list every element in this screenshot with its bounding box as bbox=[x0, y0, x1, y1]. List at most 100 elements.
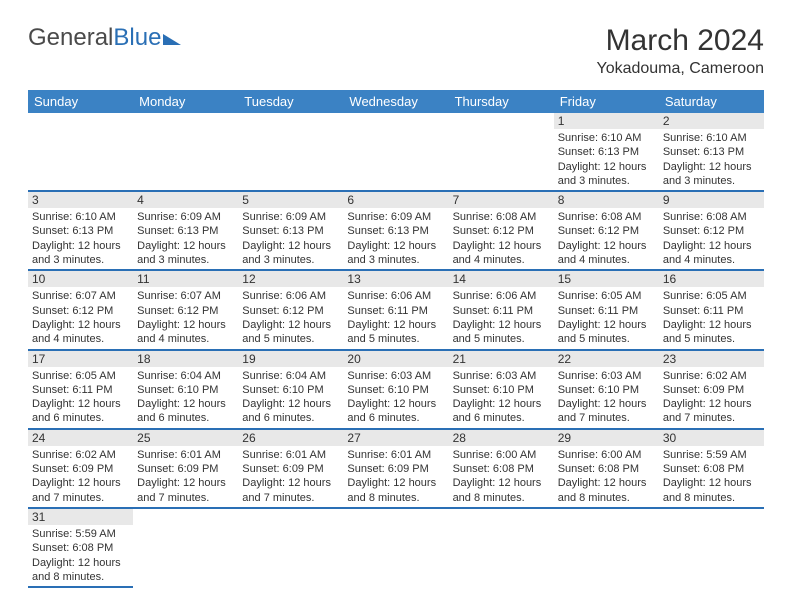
day-number bbox=[238, 113, 343, 129]
day-number bbox=[343, 113, 448, 129]
day-number: 7 bbox=[449, 192, 554, 208]
calendar-day-cell: 1Sunrise: 6:10 AM Sunset: 6:13 PM Daylig… bbox=[554, 113, 659, 191]
day-number: 3 bbox=[28, 192, 133, 208]
logo-text-1: General bbox=[28, 24, 113, 52]
page-title: March 2024 bbox=[596, 24, 764, 58]
day-details: Sunrise: 6:09 AM Sunset: 6:13 PM Dayligh… bbox=[238, 208, 343, 269]
calendar-page: GeneralBlue March 2024 Yokadouma, Camero… bbox=[0, 0, 792, 612]
day-details bbox=[133, 525, 238, 529]
day-details: Sunrise: 6:00 AM Sunset: 6:08 PM Dayligh… bbox=[449, 446, 554, 507]
calendar-week-row: 10Sunrise: 6:07 AM Sunset: 6:12 PM Dayli… bbox=[28, 270, 764, 349]
calendar-day-cell: 16Sunrise: 6:05 AM Sunset: 6:11 PM Dayli… bbox=[659, 270, 764, 349]
calendar-day-cell: 30Sunrise: 5:59 AM Sunset: 6:08 PM Dayli… bbox=[659, 429, 764, 508]
calendar-week-row: 17Sunrise: 6:05 AM Sunset: 6:11 PM Dayli… bbox=[28, 350, 764, 429]
calendar-day-cell: 20Sunrise: 6:03 AM Sunset: 6:10 PM Dayli… bbox=[343, 350, 448, 429]
day-number: 21 bbox=[449, 351, 554, 367]
calendar-day-cell bbox=[343, 113, 448, 191]
day-number: 12 bbox=[238, 271, 343, 287]
calendar-day-cell: 14Sunrise: 6:06 AM Sunset: 6:11 PM Dayli… bbox=[449, 270, 554, 349]
day-details: Sunrise: 6:02 AM Sunset: 6:09 PM Dayligh… bbox=[28, 446, 133, 507]
day-number: 8 bbox=[554, 192, 659, 208]
day-details: Sunrise: 6:03 AM Sunset: 6:10 PM Dayligh… bbox=[449, 367, 554, 428]
day-details: Sunrise: 6:01 AM Sunset: 6:09 PM Dayligh… bbox=[343, 446, 448, 507]
page-subtitle: Yokadouma, Cameroon bbox=[596, 60, 764, 78]
weekday-header: Friday bbox=[554, 90, 659, 113]
day-details: Sunrise: 6:06 AM Sunset: 6:11 PM Dayligh… bbox=[343, 287, 448, 348]
day-number bbox=[28, 113, 133, 129]
calendar-day-cell: 12Sunrise: 6:06 AM Sunset: 6:12 PM Dayli… bbox=[238, 270, 343, 349]
day-number bbox=[133, 509, 238, 525]
header: GeneralBlue March 2024 Yokadouma, Camero… bbox=[28, 24, 764, 78]
day-number: 29 bbox=[554, 430, 659, 446]
day-details: Sunrise: 6:05 AM Sunset: 6:11 PM Dayligh… bbox=[28, 367, 133, 428]
day-details: Sunrise: 6:03 AM Sunset: 6:10 PM Dayligh… bbox=[554, 367, 659, 428]
calendar-day-cell bbox=[133, 508, 238, 587]
day-number: 11 bbox=[133, 271, 238, 287]
day-number: 18 bbox=[133, 351, 238, 367]
day-number: 10 bbox=[28, 271, 133, 287]
calendar-day-cell: 18Sunrise: 6:04 AM Sunset: 6:10 PM Dayli… bbox=[133, 350, 238, 429]
calendar-day-cell: 6Sunrise: 6:09 AM Sunset: 6:13 PM Daylig… bbox=[343, 191, 448, 270]
calendar-day-cell bbox=[238, 508, 343, 587]
day-details bbox=[238, 129, 343, 133]
day-number: 6 bbox=[343, 192, 448, 208]
calendar-day-cell: 28Sunrise: 6:00 AM Sunset: 6:08 PM Dayli… bbox=[449, 429, 554, 508]
calendar-day-cell: 13Sunrise: 6:06 AM Sunset: 6:11 PM Dayli… bbox=[343, 270, 448, 349]
day-number: 19 bbox=[238, 351, 343, 367]
day-details: Sunrise: 6:04 AM Sunset: 6:10 PM Dayligh… bbox=[133, 367, 238, 428]
day-number bbox=[449, 509, 554, 525]
day-number: 5 bbox=[238, 192, 343, 208]
day-number bbox=[449, 113, 554, 129]
day-details: Sunrise: 6:01 AM Sunset: 6:09 PM Dayligh… bbox=[238, 446, 343, 507]
day-details: Sunrise: 6:02 AM Sunset: 6:09 PM Dayligh… bbox=[659, 367, 764, 428]
calendar-body: 1Sunrise: 6:10 AM Sunset: 6:13 PM Daylig… bbox=[28, 113, 764, 587]
calendar-day-cell: 26Sunrise: 6:01 AM Sunset: 6:09 PM Dayli… bbox=[238, 429, 343, 508]
day-number: 23 bbox=[659, 351, 764, 367]
day-details bbox=[449, 525, 554, 529]
day-number: 31 bbox=[28, 509, 133, 525]
calendar-day-cell bbox=[133, 113, 238, 191]
calendar-day-cell bbox=[343, 508, 448, 587]
day-number: 2 bbox=[659, 113, 764, 129]
calendar-day-cell: 17Sunrise: 6:05 AM Sunset: 6:11 PM Dayli… bbox=[28, 350, 133, 429]
day-details bbox=[343, 129, 448, 133]
calendar-day-cell: 27Sunrise: 6:01 AM Sunset: 6:09 PM Dayli… bbox=[343, 429, 448, 508]
day-details: Sunrise: 6:05 AM Sunset: 6:11 PM Dayligh… bbox=[554, 287, 659, 348]
calendar-day-cell bbox=[238, 113, 343, 191]
day-number: 17 bbox=[28, 351, 133, 367]
calendar-day-cell: 31Sunrise: 5:59 AM Sunset: 6:08 PM Dayli… bbox=[28, 508, 133, 587]
calendar-day-cell: 5Sunrise: 6:09 AM Sunset: 6:13 PM Daylig… bbox=[238, 191, 343, 270]
day-number bbox=[659, 509, 764, 525]
day-details: Sunrise: 6:07 AM Sunset: 6:12 PM Dayligh… bbox=[133, 287, 238, 348]
weekday-header: Tuesday bbox=[238, 90, 343, 113]
day-details: Sunrise: 6:06 AM Sunset: 6:11 PM Dayligh… bbox=[449, 287, 554, 348]
calendar-day-cell bbox=[554, 508, 659, 587]
calendar-day-cell: 21Sunrise: 6:03 AM Sunset: 6:10 PM Dayli… bbox=[449, 350, 554, 429]
day-details bbox=[343, 525, 448, 529]
day-details bbox=[554, 525, 659, 529]
weekday-header: Saturday bbox=[659, 90, 764, 113]
weekday-header: Thursday bbox=[449, 90, 554, 113]
day-number: 15 bbox=[554, 271, 659, 287]
day-number: 13 bbox=[343, 271, 448, 287]
day-number: 24 bbox=[28, 430, 133, 446]
day-number: 25 bbox=[133, 430, 238, 446]
day-details: Sunrise: 6:04 AM Sunset: 6:10 PM Dayligh… bbox=[238, 367, 343, 428]
day-details: Sunrise: 6:09 AM Sunset: 6:13 PM Dayligh… bbox=[343, 208, 448, 269]
day-number: 27 bbox=[343, 430, 448, 446]
day-details: Sunrise: 6:01 AM Sunset: 6:09 PM Dayligh… bbox=[133, 446, 238, 507]
day-details: Sunrise: 6:00 AM Sunset: 6:08 PM Dayligh… bbox=[554, 446, 659, 507]
day-number: 14 bbox=[449, 271, 554, 287]
day-details: Sunrise: 6:09 AM Sunset: 6:13 PM Dayligh… bbox=[133, 208, 238, 269]
calendar-day-cell bbox=[28, 113, 133, 191]
day-number: 1 bbox=[554, 113, 659, 129]
day-number: 4 bbox=[133, 192, 238, 208]
day-number: 28 bbox=[449, 430, 554, 446]
day-details bbox=[659, 525, 764, 529]
weekday-header: Wednesday bbox=[343, 90, 448, 113]
calendar-day-cell: 11Sunrise: 6:07 AM Sunset: 6:12 PM Dayli… bbox=[133, 270, 238, 349]
calendar-week-row: 31Sunrise: 5:59 AM Sunset: 6:08 PM Dayli… bbox=[28, 508, 764, 587]
logo: GeneralBlue bbox=[28, 24, 181, 52]
day-details: Sunrise: 6:10 AM Sunset: 6:13 PM Dayligh… bbox=[659, 129, 764, 190]
day-number bbox=[554, 509, 659, 525]
